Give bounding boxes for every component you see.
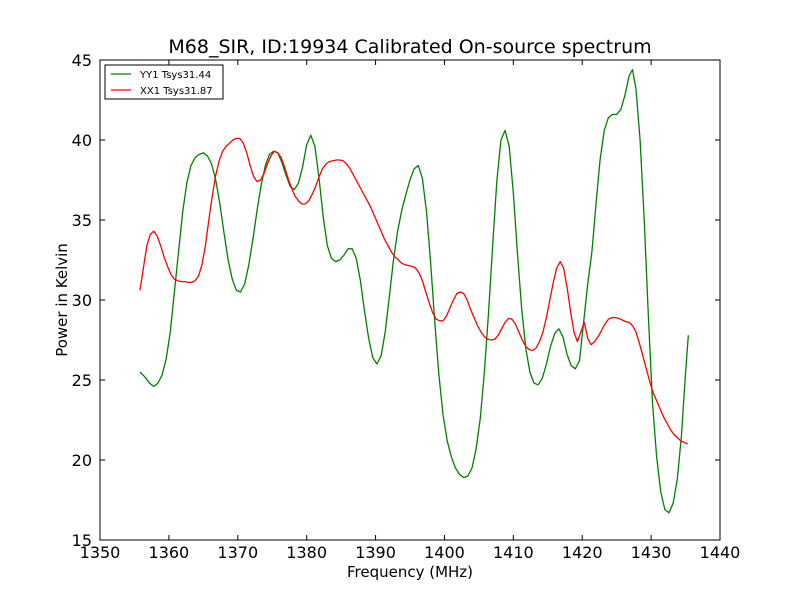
x-tick-label: 1410 [493,543,534,562]
x-tick-label: 1360 [149,543,190,562]
x-tick-label: 1370 [217,543,258,562]
y-tick-label: 40 [72,131,92,150]
y-tick-label: 45 [72,51,92,70]
plot-area: 1350 1360 1370 1380 1390 1400 1410 1420 1430 1440… [72,51,741,562]
series-line-xx1 [139,137,688,445]
y-tick-label: 20 [72,451,92,470]
x-tick-label: 1380 [286,543,327,562]
y-tick-label: 15 [72,531,92,550]
y-tick-label: 25 [72,371,92,390]
x-tick-label: 1400 [424,543,465,562]
chart-title: M68_SIR, ID:19934 Calibrated On-source s… [168,36,651,58]
x-tick-label: 1440 [700,543,741,562]
y-axis-label: Power in Kelvin [53,243,71,357]
series-line-yy1 [139,68,689,514]
legend-label: YY1 Tsys31.44 [139,70,211,81]
legend: YY1 Tsys31.44 XX1 Tsys31.87 [104,64,224,100]
y-tick-label: 35 [72,211,92,230]
x-axis-label: Frequency (MHz) [347,563,473,581]
legend-label: XX1 Tsys31.87 [140,86,213,97]
y-tick-label: 30 [72,291,92,310]
legend-box [104,64,224,100]
x-tick-label: 1430 [631,543,672,562]
x-tick-label: 1390 [355,543,396,562]
x-tick-label: 1420 [562,543,603,562]
x-tick-label: 1350 [80,543,121,562]
